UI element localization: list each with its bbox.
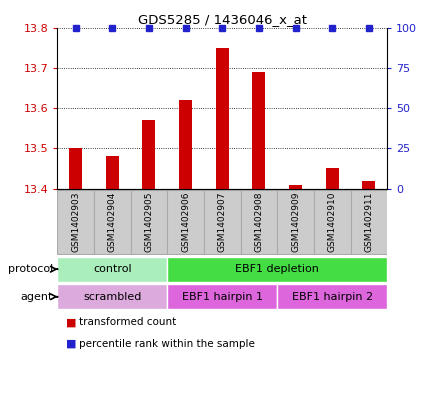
Bar — [94, 190, 131, 254]
Text: EBF1 hairpin 1: EBF1 hairpin 1 — [182, 292, 263, 302]
Bar — [143, 120, 155, 189]
Text: percentile rank within the sample: percentile rank within the sample — [79, 339, 255, 349]
Bar — [277, 190, 314, 254]
Bar — [277, 284, 387, 309]
Bar — [131, 190, 167, 254]
Text: GSM1402903: GSM1402903 — [71, 192, 80, 252]
Text: GSM1402905: GSM1402905 — [144, 192, 154, 252]
Text: agent: agent — [20, 292, 53, 302]
Bar — [253, 72, 265, 189]
Bar — [314, 190, 351, 254]
Bar — [69, 149, 82, 189]
Text: GSM1402906: GSM1402906 — [181, 192, 190, 252]
Bar — [167, 190, 204, 254]
Text: transformed count: transformed count — [79, 317, 176, 327]
Bar — [289, 185, 302, 189]
Bar — [167, 257, 387, 282]
Title: GDS5285 / 1436046_x_at: GDS5285 / 1436046_x_at — [138, 13, 307, 26]
Text: GSM1402907: GSM1402907 — [218, 192, 227, 252]
Bar — [326, 169, 339, 189]
Text: scrambled: scrambled — [83, 292, 141, 302]
Bar — [241, 190, 277, 254]
Text: EBF1 hairpin 2: EBF1 hairpin 2 — [292, 292, 373, 302]
Bar — [57, 284, 167, 309]
Text: GSM1402909: GSM1402909 — [291, 192, 300, 252]
Text: protocol: protocol — [7, 264, 53, 274]
Bar — [57, 190, 94, 254]
Text: GSM1402911: GSM1402911 — [364, 192, 374, 252]
Bar — [167, 284, 277, 309]
Bar — [216, 48, 229, 189]
Bar — [57, 257, 167, 282]
Text: GSM1402904: GSM1402904 — [108, 192, 117, 252]
Text: GSM1402908: GSM1402908 — [254, 192, 264, 252]
Text: ■: ■ — [66, 317, 77, 327]
Text: ■: ■ — [66, 339, 77, 349]
Bar — [363, 181, 375, 189]
Bar — [179, 100, 192, 189]
Text: control: control — [93, 264, 132, 274]
Bar — [106, 156, 119, 189]
Bar — [351, 190, 387, 254]
Bar — [204, 190, 241, 254]
Text: GSM1402910: GSM1402910 — [328, 192, 337, 252]
Text: EBF1 depletion: EBF1 depletion — [235, 264, 319, 274]
